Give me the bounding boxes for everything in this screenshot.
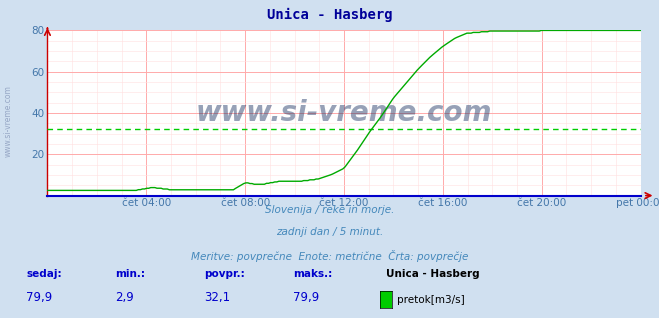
- Text: 79,9: 79,9: [293, 291, 320, 303]
- Text: Meritve: povprečne  Enote: metrične  Črta: povprečje: Meritve: povprečne Enote: metrične Črta:…: [191, 250, 468, 262]
- Text: www.si-vreme.com: www.si-vreme.com: [196, 99, 492, 127]
- Text: Slovenija / reke in morje.: Slovenija / reke in morje.: [265, 205, 394, 215]
- Text: www.si-vreme.com: www.si-vreme.com: [3, 85, 13, 157]
- Text: Unica - Hasberg: Unica - Hasberg: [267, 8, 392, 22]
- Text: min.:: min.:: [115, 269, 146, 279]
- Text: 32,1: 32,1: [204, 291, 231, 303]
- Text: sedaj:: sedaj:: [26, 269, 62, 279]
- Text: povpr.:: povpr.:: [204, 269, 245, 279]
- Text: zadnji dan / 5 minut.: zadnji dan / 5 minut.: [276, 227, 383, 237]
- Text: maks.:: maks.:: [293, 269, 333, 279]
- Text: 2,9: 2,9: [115, 291, 134, 303]
- Text: pretok[m3/s]: pretok[m3/s]: [397, 294, 465, 305]
- Text: Unica - Hasberg: Unica - Hasberg: [386, 269, 479, 279]
- Text: 79,9: 79,9: [26, 291, 53, 303]
